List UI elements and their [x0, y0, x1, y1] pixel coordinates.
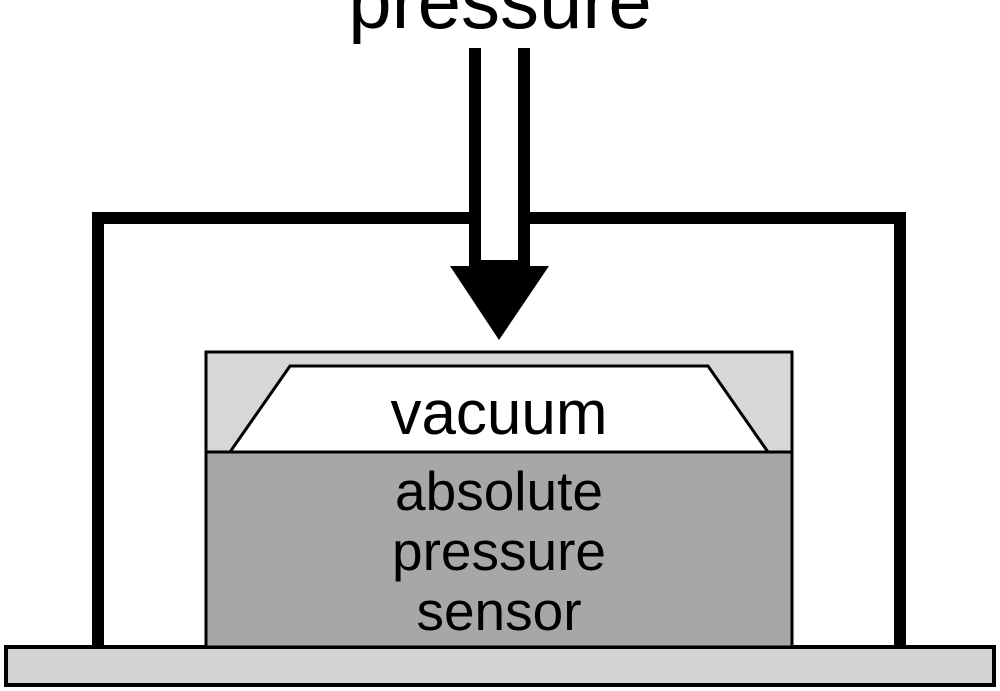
pressure-label: pressure: [348, 0, 651, 45]
sensor-label-line2: pressure: [392, 520, 606, 582]
vacuum-label: vacuum: [390, 379, 607, 448]
pressure-sensor-diagram: pressure vacuum absolute pressure sensor: [0, 0, 1000, 691]
base-plate: [6, 647, 994, 685]
sensor-label-line3: sensor: [416, 580, 581, 642]
pressure-arrow-icon: [450, 48, 549, 340]
sensor-label-line1: absolute: [395, 460, 603, 522]
